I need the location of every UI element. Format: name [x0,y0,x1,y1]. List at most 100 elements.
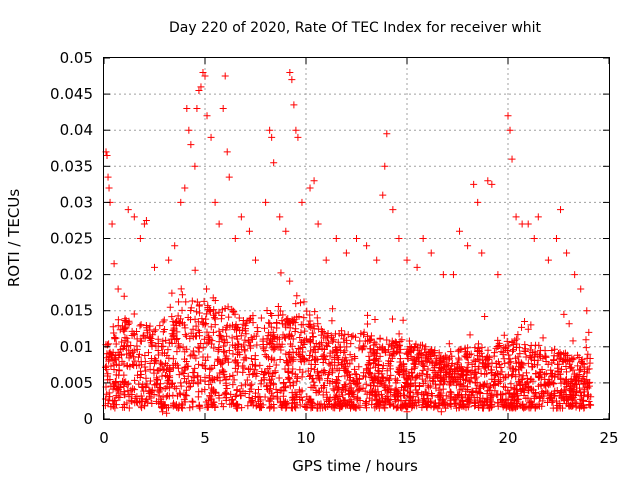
data-point [471,344,479,352]
data-point [294,133,302,141]
data-point [250,369,258,377]
data-point [338,391,346,399]
data-point [419,380,427,388]
data-point [245,393,253,401]
data-point [202,315,210,323]
data-point [112,377,120,385]
data-point [536,346,544,354]
data-point [390,391,398,399]
data-point [527,342,535,350]
data-point [118,338,126,346]
data-point [297,352,305,360]
data-point [293,391,301,399]
data-point [260,324,268,332]
data-point [285,374,293,382]
data-point [267,310,275,318]
data-point [122,317,130,325]
data-point [110,260,118,268]
data-point [331,402,339,410]
data-point [362,373,370,381]
y-tick-label: 0.05 [60,49,93,67]
data-point [296,299,304,307]
data-point [241,347,249,355]
data-point [137,367,145,375]
data-point [571,376,579,384]
data-point [105,184,113,192]
data-point [150,390,158,398]
data-point [246,382,254,390]
data-point [216,369,224,377]
data-point [512,354,520,362]
data-point [387,371,395,379]
data-point [103,350,111,358]
data-point [205,332,213,340]
data-point [247,314,255,322]
data-point [210,344,218,352]
data-point [415,382,423,390]
data-point [257,314,265,322]
data-point [123,362,131,370]
data-point [493,370,501,378]
data-point [231,310,239,318]
data-point [290,101,298,109]
data-point [494,271,502,279]
data-point [383,130,391,138]
x-tick-label: 10 [296,429,315,447]
data-point [511,403,519,411]
data-point [130,331,138,339]
data-point [183,105,191,113]
data-point [233,401,241,409]
data-point [479,394,487,402]
data-point [255,398,263,406]
data-point [235,348,243,356]
data-point [474,345,482,353]
data-point [203,285,211,293]
data-point [125,404,133,412]
data-point [404,387,412,395]
data-point [346,360,354,368]
data-point [562,376,570,384]
data-point [452,381,460,389]
data-point [341,330,349,338]
data-point [306,339,314,347]
data-point [112,401,120,409]
data-point [324,339,332,347]
data-point [352,370,360,378]
data-point [388,352,396,360]
data-point [568,396,576,404]
data-point [351,370,359,378]
data-point [158,349,166,357]
data-point [201,72,209,80]
data-point [146,337,154,345]
data-point [442,404,450,412]
data-point [314,320,322,328]
data-point [463,350,471,358]
data-point [470,393,478,401]
data-point [487,382,495,390]
data-point [537,352,545,360]
data-point [322,404,330,412]
data-point [438,365,446,373]
data-point [285,373,293,381]
data-point [399,316,407,324]
data-point [185,383,193,391]
data-point [228,334,236,342]
data-point [208,384,216,392]
data-point [199,320,207,328]
data-point [342,356,350,364]
data-point [215,220,223,228]
data-point [282,357,290,365]
data-point [429,349,437,357]
data-point [502,373,510,381]
data-point [266,319,274,327]
data-point [392,385,400,393]
data-point [306,184,314,192]
data-point [546,378,554,386]
data-point [224,358,232,366]
data-point [330,336,338,344]
data-point [504,112,512,120]
data-point [488,366,496,374]
data-point [481,380,489,388]
data-point [562,368,570,376]
data-point [229,371,237,379]
